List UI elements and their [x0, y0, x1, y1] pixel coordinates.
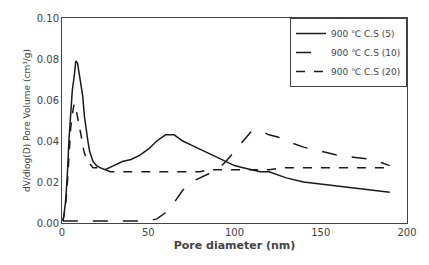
svg-text:100: 100 [225, 227, 244, 238]
svg-text:Pore diameter (nm): Pore diameter (nm) [174, 239, 296, 252]
svg-text:200: 200 [397, 227, 416, 238]
svg-text:900 ℃ C.S (20): 900 ℃ C.S (20) [331, 67, 400, 77]
svg-text:900 ℃ C.S (5): 900 ℃ C.S (5) [331, 29, 394, 39]
svg-text:0.08: 0.08 [37, 54, 59, 65]
svg-text:0.02: 0.02 [37, 177, 59, 188]
svg-text:50: 50 [142, 227, 155, 238]
svg-text:0.00: 0.00 [37, 218, 59, 229]
svg-text:0.06: 0.06 [37, 95, 59, 106]
svg-text:0.10: 0.10 [37, 13, 59, 24]
svg-text:dV/dlog(D) Pore Volume (cm³/g): dV/dlog(D) Pore Volume (cm³/g) [22, 49, 32, 192]
svg-text:150: 150 [311, 227, 330, 238]
svg-text:0.04: 0.04 [37, 136, 59, 147]
svg-text:0: 0 [59, 227, 65, 238]
svg-text:900 ℃ C.S (10): 900 ℃ C.S (10) [331, 48, 400, 58]
